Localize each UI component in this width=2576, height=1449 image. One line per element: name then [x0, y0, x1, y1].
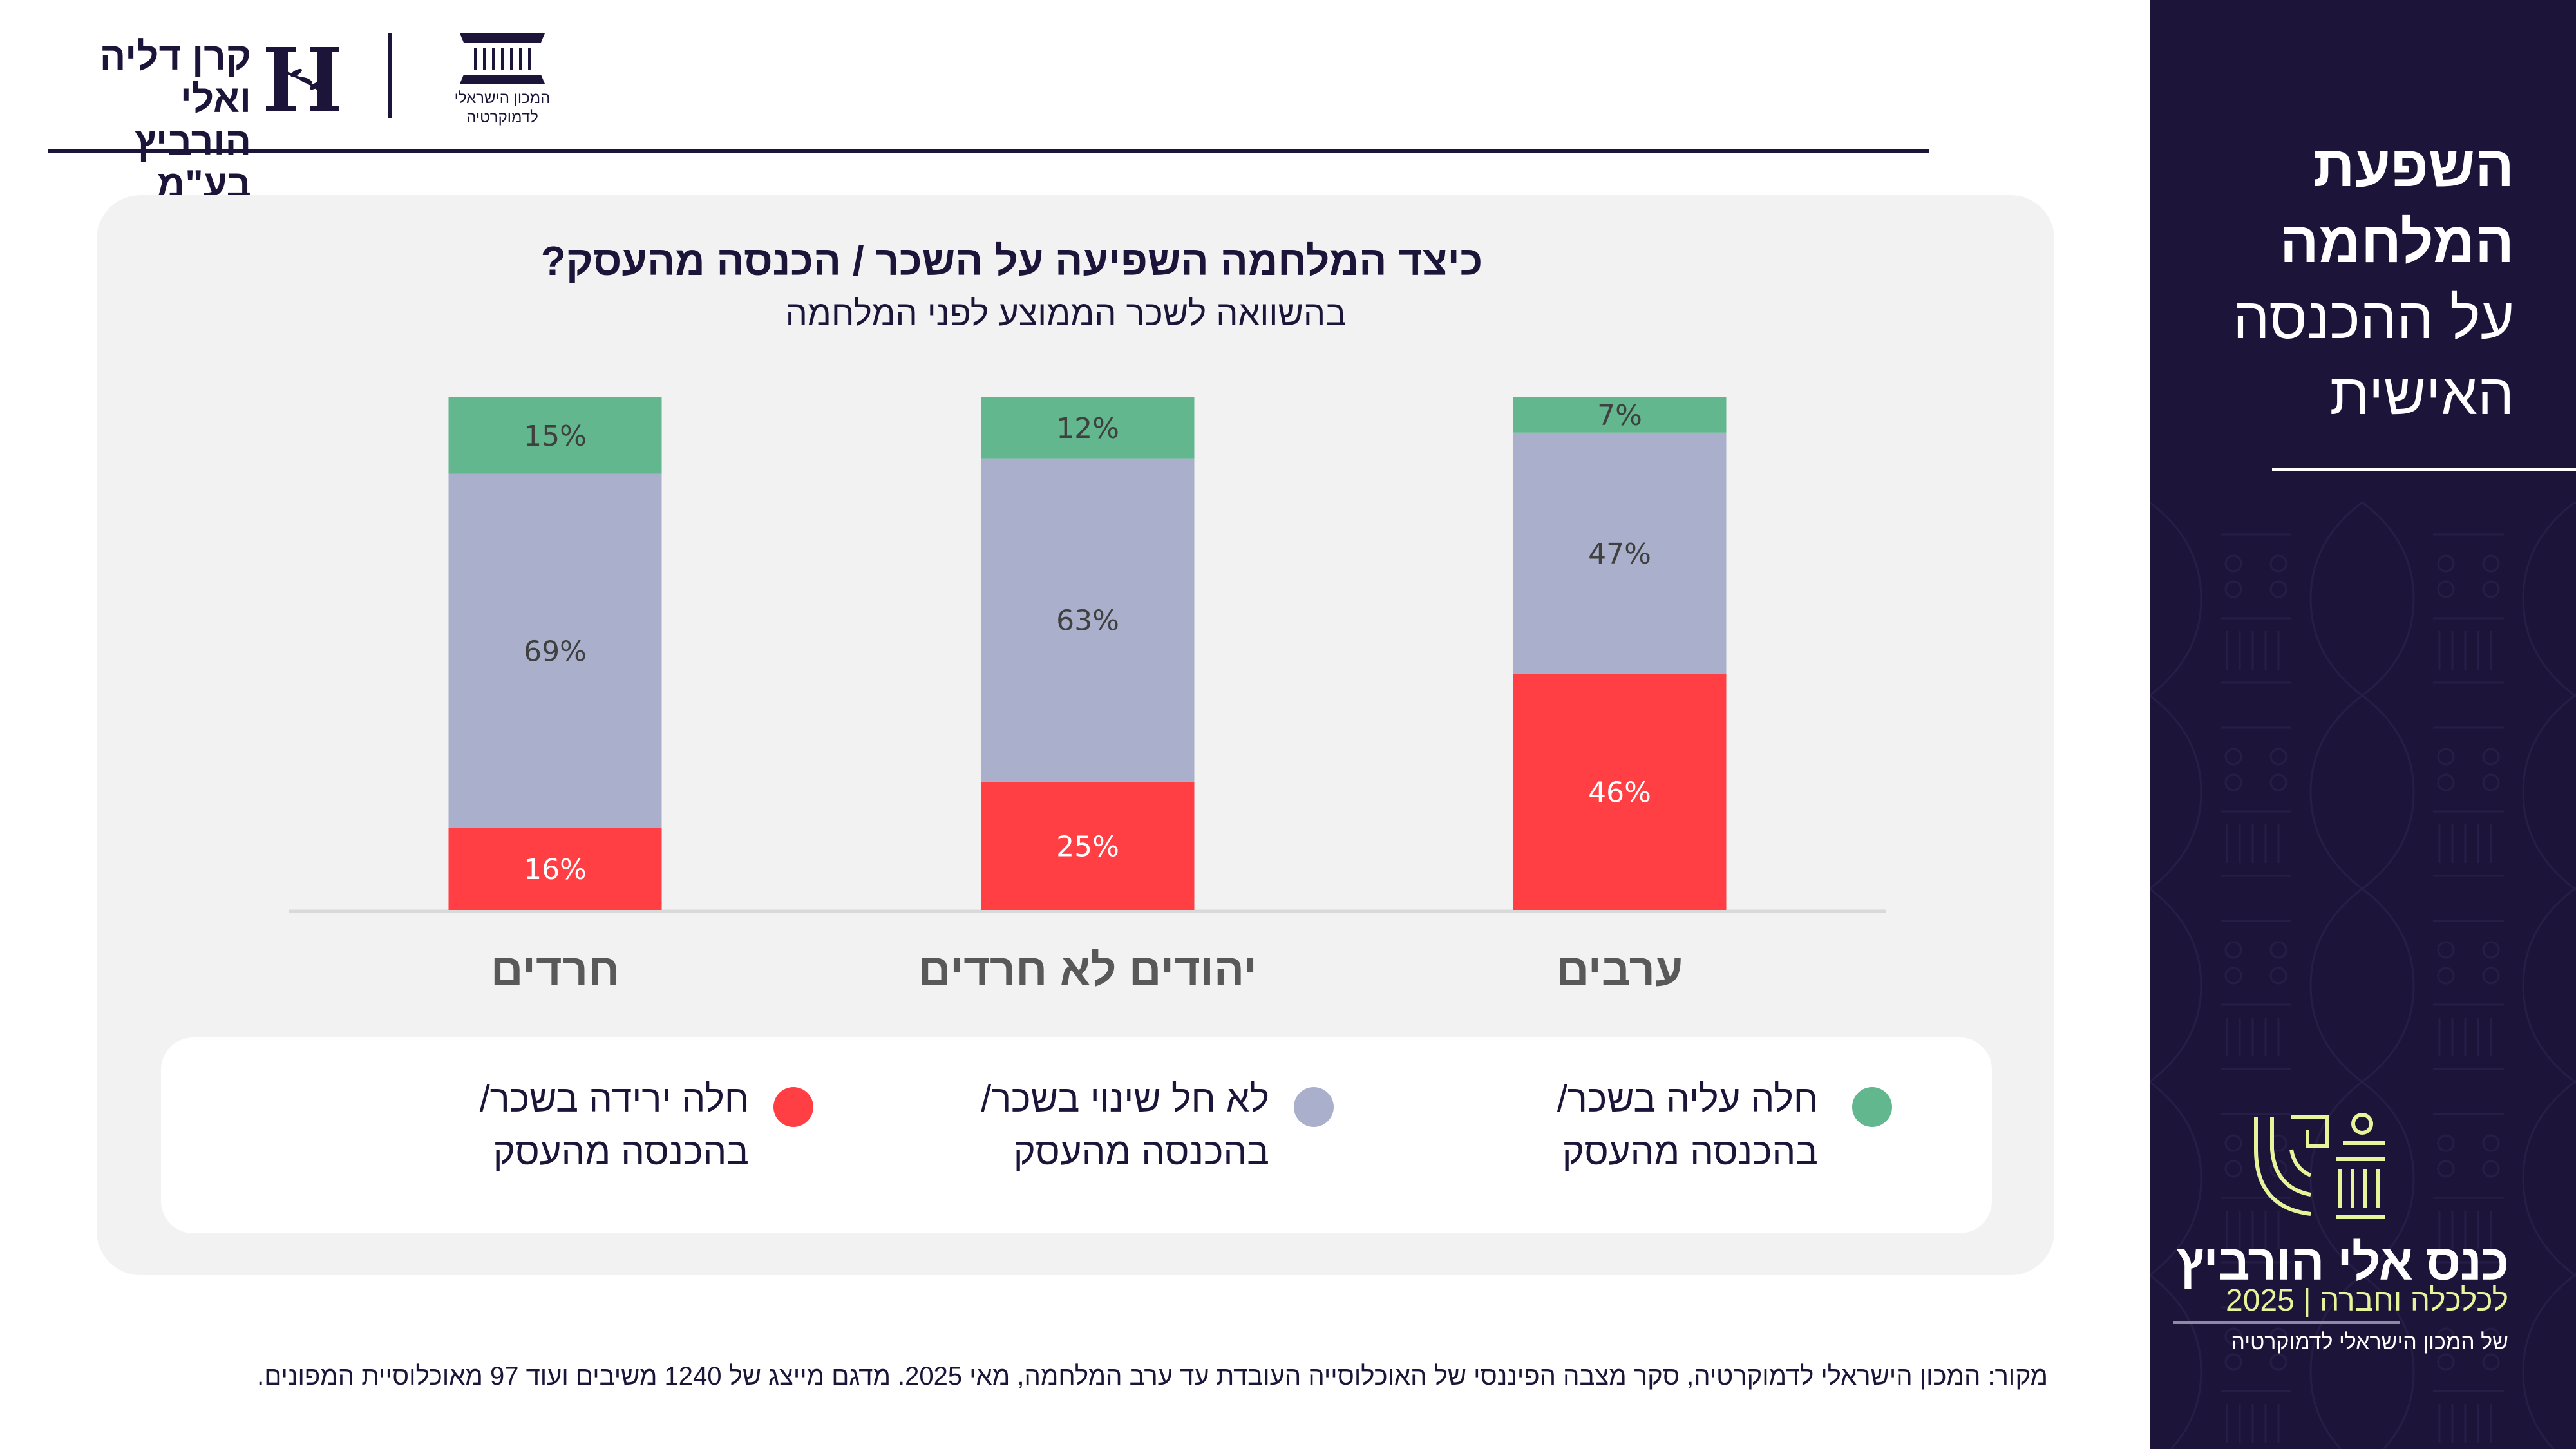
data-label-arabs-no-change: 47% — [1588, 538, 1651, 571]
decorative-pattern — [2150, 502, 2576, 1449]
category-label-arabs: ערבים — [1557, 945, 1683, 995]
data-label-arabs-decrease: 46% — [1588, 777, 1651, 810]
conference-rule — [2173, 1321, 2400, 1324]
data-label-jews-non-haredi-decrease: 25% — [1056, 830, 1119, 863]
bar-segment-haredim-increase — [448, 397, 662, 474]
bar-segment-haredim-decrease — [448, 828, 662, 910]
bar-segment-arabs-no-change — [1513, 432, 1727, 674]
institute-name-line2: לדמוקרטיה — [466, 109, 538, 126]
horowitz-foundation-logo: קרן דליה ואלי הורביץ בע"מ — [39, 35, 348, 205]
horowitz-h-olive-icon — [266, 47, 339, 111]
header-divider — [388, 33, 392, 118]
bar-segment-haredim-no-change — [448, 473, 662, 828]
source-note: מקור: המכון הישראלי לדמוקרטיה, סקר מצבה … — [257, 1362, 2048, 1390]
category-label-haredim: חרדים — [491, 945, 620, 995]
israel-democracy-institute-logo: המכון הישראלי לדמוקרטיה — [451, 33, 554, 130]
chart-title: כיצד המלחמה השפיעה על השכר / הכנסה מהעסק… — [540, 238, 1483, 284]
legend-swatch-increase — [1852, 1087, 1892, 1127]
data-label-arabs-increase: 7% — [1597, 399, 1642, 432]
conference-name: כנס אלי הורביץ — [2176, 1234, 2509, 1291]
legend-swatch-no-change — [1294, 1087, 1334, 1127]
section-title: השפעת המלחמה על ההכנסה האישית — [2179, 129, 2514, 433]
data-label-haredim-increase: 15% — [524, 420, 587, 453]
institute-columns-icon — [460, 33, 545, 84]
side-panel: השפעת המלחמה על ההכנסה האישית כנס אלי הו… — [2150, 0, 2576, 1449]
chart-subtitle: בהשוואה לשכר הממוצע לפני המלחמה — [785, 294, 1347, 333]
conference-logo-icon — [2254, 1113, 2385, 1219]
bar-segment-jews-non-haredi-no-change — [981, 458, 1195, 782]
data-label-haredim-no-change: 69% — [524, 636, 587, 668]
conference-subtitle: לכלכלה וחברה | 2025 — [2226, 1283, 2508, 1318]
legend-item-increase: חלה עליה בשכר/ בהכנסה מהעסק — [1557, 1073, 1892, 1179]
section-title-line3: על ההכנסה — [2233, 287, 2514, 351]
section-title-rule — [2272, 468, 2576, 471]
institute-name: המכון הישראלי לדמוקרטיה — [451, 89, 554, 128]
bar-segment-arabs-decrease — [1513, 674, 1727, 910]
section-title-line1: השפעת — [2313, 135, 2514, 199]
institute-name-line1: המכון הישראלי — [454, 90, 551, 107]
category-label-jews-non-haredi: יהודים לא חרדים — [918, 945, 1257, 995]
legend-item-no-change: לא חל שינוי בשכר/ בהכנסה מהעסק — [981, 1073, 1334, 1179]
legend-label-increase: חלה עליה בשכר/ בהכנסה מהעסק — [1557, 1078, 1818, 1173]
legend-label-decrease: חלה ירידה בשכר/ בהכנסה מהעסק — [479, 1078, 749, 1173]
legend-swatch-decrease — [773, 1087, 813, 1127]
legend-item-decrease: חלה ירידה בשכר/ בהכנסה מהעסק — [479, 1073, 813, 1179]
foundation-name-line1: קרן דליה ואלי — [99, 35, 251, 120]
bar-segment-arabs-increase — [1513, 397, 1727, 433]
conference-organizer: של המכון הישראלי לדמוקרטיה — [2231, 1330, 2508, 1354]
bar-segment-jews-non-haredi-increase — [981, 397, 1195, 459]
chart-legend: חלה עליה בשכר/ בהכנסה מהעסק לא חל שינוי … — [161, 1037, 1992, 1233]
legend-label-no-change: לא חל שינוי בשכר/ בהכנסה מהעסק — [981, 1078, 1269, 1173]
data-label-jews-non-haredi-no-change: 63% — [1056, 605, 1119, 638]
data-label-haredim-decrease: 16% — [524, 853, 587, 886]
header-rule — [48, 149, 1929, 153]
section-title-line4: האישית — [2329, 363, 2514, 427]
data-label-jews-non-haredi-increase: 12% — [1056, 412, 1119, 445]
section-title-line2: המלחמה — [2279, 211, 2514, 275]
bar-segment-jews-non-haredi-decrease — [981, 781, 1195, 910]
